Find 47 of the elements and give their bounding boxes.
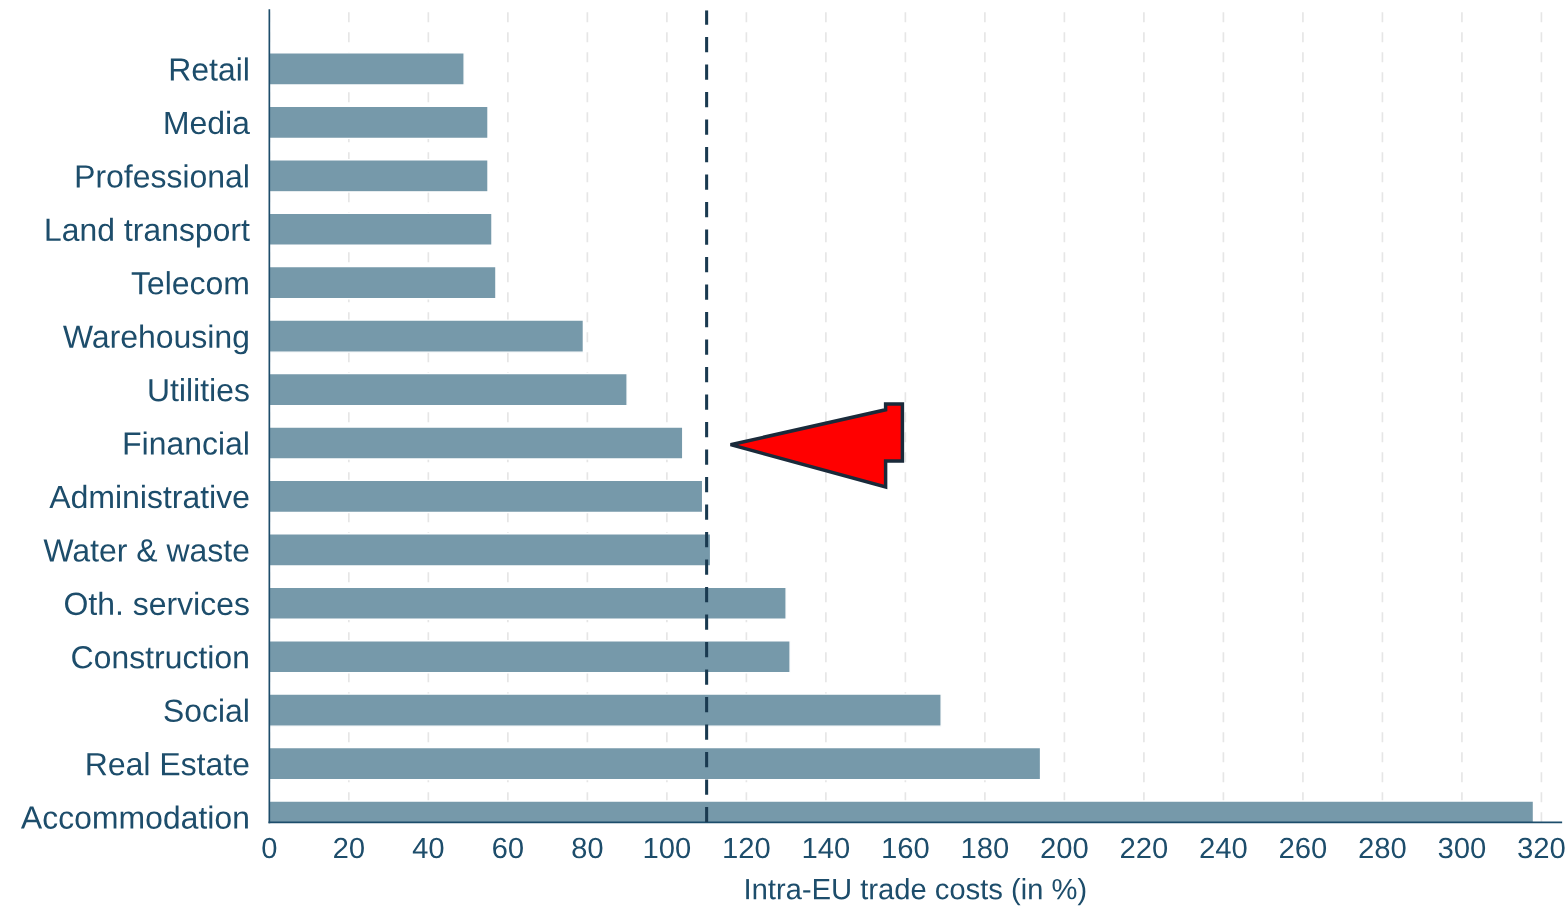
bar: [269, 265, 497, 300]
bar: [269, 319, 585, 353]
y-tick-label: Construction: [72, 645, 248, 669]
y-tick-label: Administrative: [49, 484, 249, 509]
x-tick-label: 120: [724, 837, 770, 859]
x-tick-label: 40: [412, 837, 444, 859]
y-tick-label: Real Estate: [87, 752, 249, 776]
y-tick-label: Water & waste: [43, 539, 249, 562]
bar: [269, 426, 684, 460]
bar: [269, 372, 628, 407]
x-axis-title: Intra-EU trade costs (in %): [746, 878, 1086, 906]
bar: [269, 639, 791, 674]
x-tick-label: 260: [1280, 837, 1327, 859]
y-tick-label: Retail: [170, 57, 248, 81]
y-tick-label: Professional: [76, 164, 248, 188]
x-tick-label: 300: [1438, 837, 1486, 859]
x-tick-label: 240: [1200, 837, 1247, 859]
y-tick-label: Accommodation: [20, 805, 248, 829]
bar: [269, 586, 787, 621]
x-tick-label: 160: [883, 837, 929, 859]
bar: [269, 105, 489, 140]
x-tick-label: 60: [493, 837, 523, 859]
x-tick-label: 140: [803, 837, 850, 859]
bar: [269, 159, 489, 193]
x-tick-label: 180: [962, 837, 1009, 859]
y-tick-label: Oth. services: [65, 591, 249, 616]
y-tick-label: Social: [164, 698, 248, 723]
y-tick-label: Telecom: [131, 271, 248, 295]
bar: [269, 693, 942, 727]
y-tick-label: Financial: [124, 431, 248, 455]
y-tick-label: Warehousing: [63, 324, 248, 355]
x-tick-label: 80: [572, 837, 603, 859]
bar: [269, 746, 1042, 781]
x-tick-label: 280: [1359, 837, 1406, 859]
bar: [269, 212, 493, 246]
bar: [269, 479, 704, 514]
y-tick-label: Land transport: [46, 217, 250, 248]
bar: [269, 52, 465, 86]
x-tick-label: 220: [1121, 837, 1168, 859]
bar: [269, 533, 712, 567]
x-tick-label: 20: [334, 837, 364, 859]
y-tick-label: Media: [165, 110, 250, 135]
x-tick-label: 200: [1041, 837, 1088, 859]
x-tick-label: 100: [644, 837, 691, 859]
x-tick-label: 0: [262, 837, 277, 859]
x-tick-label: 320: [1518, 837, 1565, 859]
y-tick-label: Utilities: [149, 377, 249, 402]
